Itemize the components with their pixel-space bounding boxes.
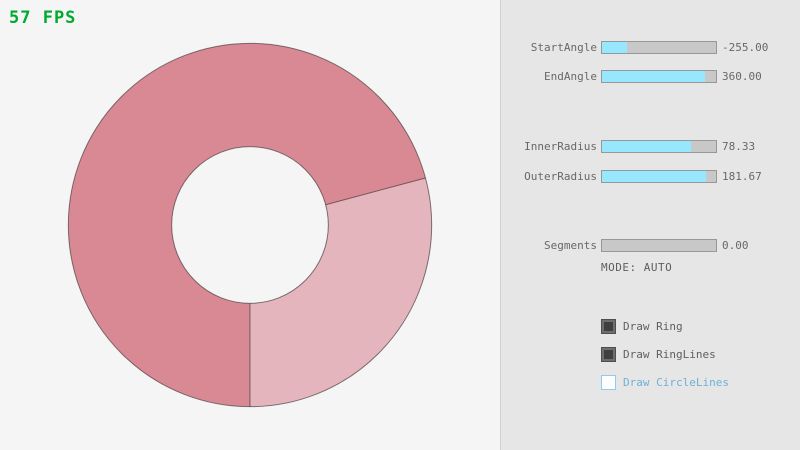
draw-circlelines-checkbox-label: Draw CircleLines <box>623 376 729 389</box>
outer-radius-slider[interactable] <box>601 170 717 183</box>
start-angle-slider[interactable] <box>601 41 717 54</box>
start-angle-value: -255.00 <box>722 41 769 54</box>
end-angle-row: EndAngle 360.00 <box>501 70 800 83</box>
segments-value: 0.00 <box>722 239 749 252</box>
inner-radius-row: InnerRadius 78.33 <box>501 140 800 153</box>
draw-circlelines-checkbox-box[interactable] <box>601 375 616 390</box>
outer-radius-slider-fill <box>602 171 706 182</box>
end-angle-value: 360.00 <box>722 70 762 83</box>
inner-radius-slider[interactable] <box>601 140 717 153</box>
draw-ring-checkbox-box[interactable] <box>601 319 616 334</box>
ring-outline-inner <box>171 146 329 304</box>
start-angle-row: StartAngle -255.00 <box>501 41 800 54</box>
outer-radius-value: 181.67 <box>722 170 762 183</box>
inner-radius-slider-fill <box>602 141 692 152</box>
segments-label: Segments <box>544 239 597 252</box>
ring-wedge <box>250 177 432 407</box>
control-panel: StartAngle -255.00 EndAngle 360.00 Inner… <box>500 0 800 450</box>
check-mark-icon <box>604 350 613 359</box>
outer-radius-label: OuterRadius <box>524 170 597 183</box>
inner-radius-value: 78.33 <box>722 140 756 153</box>
draw-ringlines-checkbox-label: Draw RingLines <box>623 348 716 361</box>
segments-mode-text: MODE: AUTO <box>601 261 673 274</box>
drawing-canvas: 57 FPS <box>9 8 433 408</box>
end-angle-slider-fill <box>602 71 705 82</box>
check-mark-icon <box>604 322 613 331</box>
end-angle-slider[interactable] <box>601 70 717 83</box>
segments-slider[interactable] <box>601 239 717 252</box>
inner-radius-label: InnerRadius <box>524 140 597 153</box>
draw-ringlines-checkbox-box[interactable] <box>601 347 616 362</box>
end-angle-label: EndAngle <box>544 70 597 83</box>
start-angle-slider-fill <box>602 42 627 53</box>
fps-counter: 57 FPS <box>9 8 77 28</box>
draw-ring-checkbox-label: Draw Ring <box>623 320 683 333</box>
outer-radius-row: OuterRadius 181.67 <box>501 170 800 183</box>
ring-line-start <box>325 177 426 206</box>
ring-figure <box>67 42 433 408</box>
start-angle-label: StartAngle <box>530 41 597 54</box>
segments-row: Segments 0.00 <box>501 239 800 252</box>
